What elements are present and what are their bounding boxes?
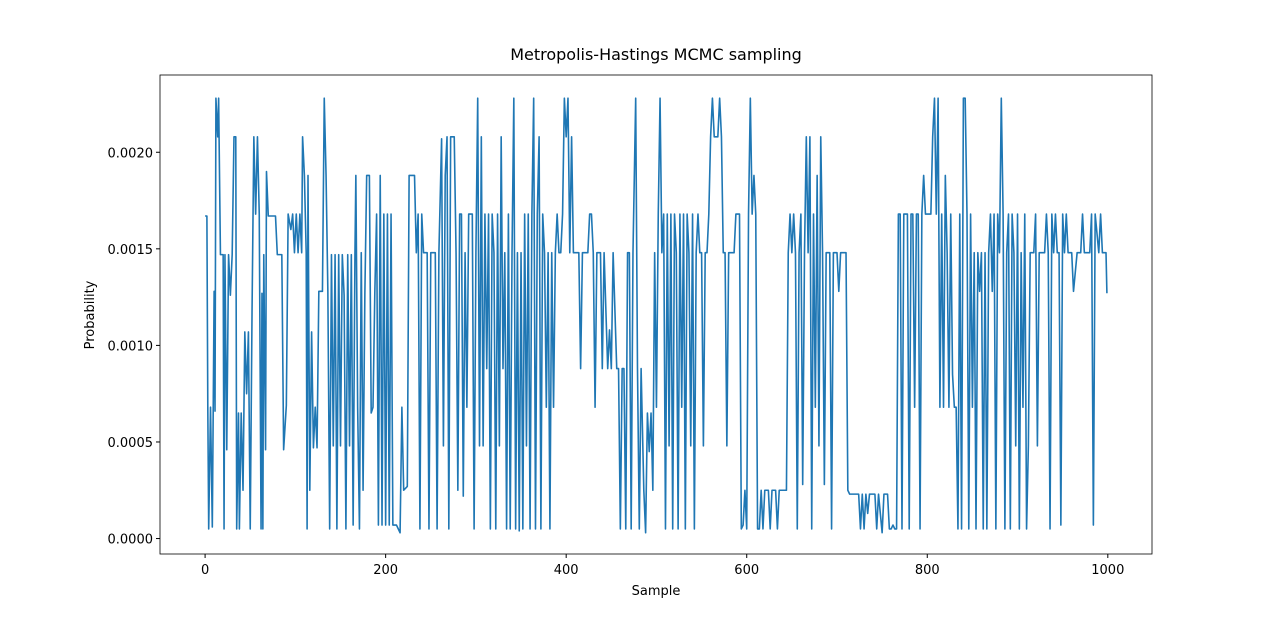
y-tick-label: 0.0005 bbox=[108, 436, 154, 451]
data-line bbox=[205, 97, 1108, 534]
x-tick-label: 1000 bbox=[1091, 563, 1124, 578]
y-tick-label: 0.0000 bbox=[108, 533, 154, 548]
y-tick-label: 0.0020 bbox=[108, 146, 154, 161]
axes-frame bbox=[159, 74, 1153, 555]
x-tick-label: 800 bbox=[915, 563, 940, 578]
x-tick-label: 200 bbox=[373, 563, 398, 578]
y-tick-label: 0.0010 bbox=[108, 339, 154, 354]
y-axis-label: Probability bbox=[83, 280, 98, 349]
chart-title: Metropolis-Hastings MCMC sampling bbox=[510, 45, 802, 64]
x-tick-label: 0 bbox=[201, 563, 209, 578]
x-tick-label: 400 bbox=[554, 563, 579, 578]
x-tick-label: 600 bbox=[734, 563, 759, 578]
y-tick-label: 0.0015 bbox=[108, 243, 154, 258]
x-axis-label: Sample bbox=[632, 584, 681, 599]
